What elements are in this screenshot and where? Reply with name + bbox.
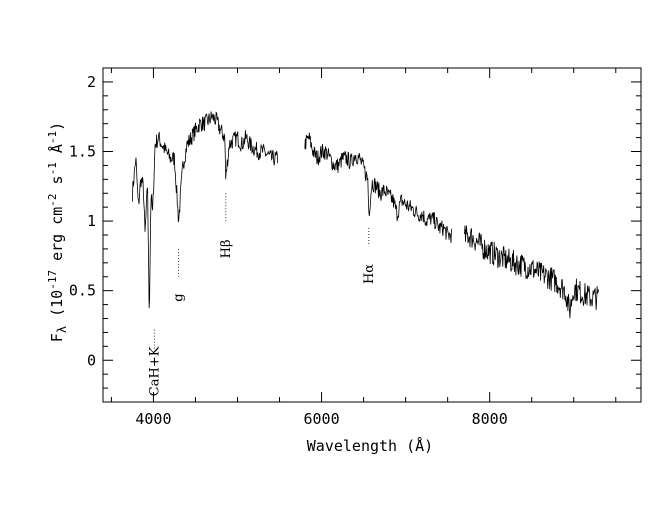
y-tick-label: 2	[87, 73, 96, 91]
x-axis-label: Wavelength (Å)	[307, 436, 433, 455]
x-tick-label: 6000	[304, 410, 340, 428]
spectrum-segment	[132, 111, 279, 309]
line-annotations: CaH+K g Hβ Hα	[147, 193, 377, 396]
annotation-label: Hα	[362, 264, 377, 284]
spectrum-segment	[304, 132, 452, 244]
annotation-label: Hβ	[219, 239, 234, 258]
plot-frame	[102, 67, 642, 403]
y-tick-label: 0.5	[69, 282, 96, 300]
axes: 4000 6000 8000 0 0.5 1 1.5 2	[69, 67, 642, 428]
y-tick-label: 0	[87, 351, 96, 369]
spectrum-series	[132, 111, 599, 319]
annotation-label: CaH+K	[147, 346, 162, 396]
y-axis-label: Fλ (10-17 erg cm-2 s-1 Å-1)	[46, 122, 69, 342]
annotation-label: g	[172, 293, 187, 301]
x-tick-label: 4000	[135, 410, 171, 428]
y-tick-label: 1.5	[69, 143, 96, 161]
y-tick-label: 1	[87, 212, 96, 230]
spectrum-segment	[464, 225, 599, 319]
x-tick-label: 8000	[472, 410, 508, 428]
